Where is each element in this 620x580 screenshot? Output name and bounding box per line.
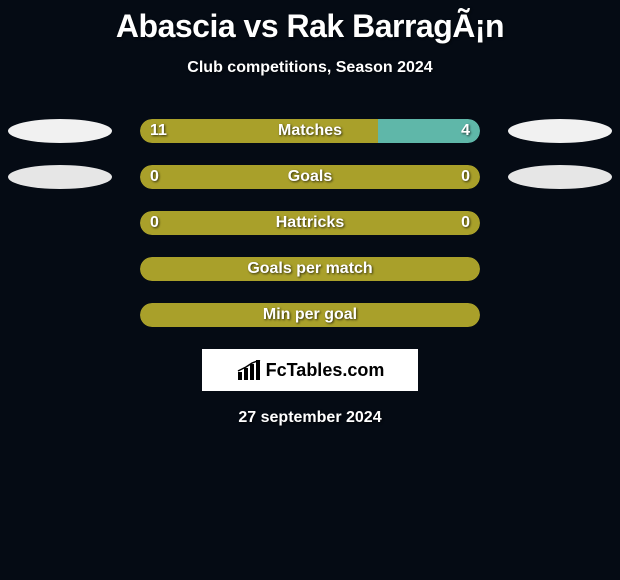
stat-value-left: 0	[150, 165, 159, 189]
stat-value-left: 11	[150, 119, 167, 143]
stats-block: Matches114Goals00Hattricks00Goals per ma…	[0, 119, 620, 331]
stat-value-left: 0	[150, 211, 159, 235]
logo-label: FcTables.com	[266, 360, 385, 381]
bar-segment-left	[140, 119, 378, 143]
stat-bar: Matches	[140, 119, 480, 143]
stat-value-right: 4	[461, 119, 470, 143]
team-badge-left	[8, 119, 112, 143]
team-badge-left	[8, 165, 112, 189]
stat-row: Hattricks0 0	[0, 211, 620, 239]
stat-bar: Goals per match	[140, 257, 480, 281]
stat-row: Goals per match	[0, 257, 620, 285]
stat-row: Min per goal	[0, 303, 620, 331]
bar-segment-full	[140, 211, 480, 235]
stat-value-right: 0	[461, 165, 470, 189]
bar-segment-full	[140, 303, 480, 327]
stat-bar: Goals	[140, 165, 480, 189]
subtitle: Club competitions, Season 2024	[0, 59, 620, 77]
logo-box: FcTables.com	[202, 349, 418, 391]
team-badge-right	[508, 165, 612, 189]
stat-bar: Hattricks	[140, 211, 480, 235]
stat-bar: Min per goal	[140, 303, 480, 327]
logo: FcTables.com	[236, 360, 385, 381]
infographic-root: Abascia vs Rak BarragÃ¡n Club competitio…	[0, 0, 620, 580]
bar-segment-full	[140, 257, 480, 281]
stat-row: Matches11 4	[0, 119, 620, 147]
stat-row: Goals0 0	[0, 165, 620, 193]
date-label: 27 september 2024	[0, 409, 620, 427]
bar-segment-full	[140, 165, 480, 189]
page-title: Abascia vs Rak BarragÃ¡n	[0, 0, 620, 45]
team-badge-right	[508, 119, 612, 143]
chart-icon	[236, 360, 262, 380]
stat-value-right: 0	[461, 211, 470, 235]
